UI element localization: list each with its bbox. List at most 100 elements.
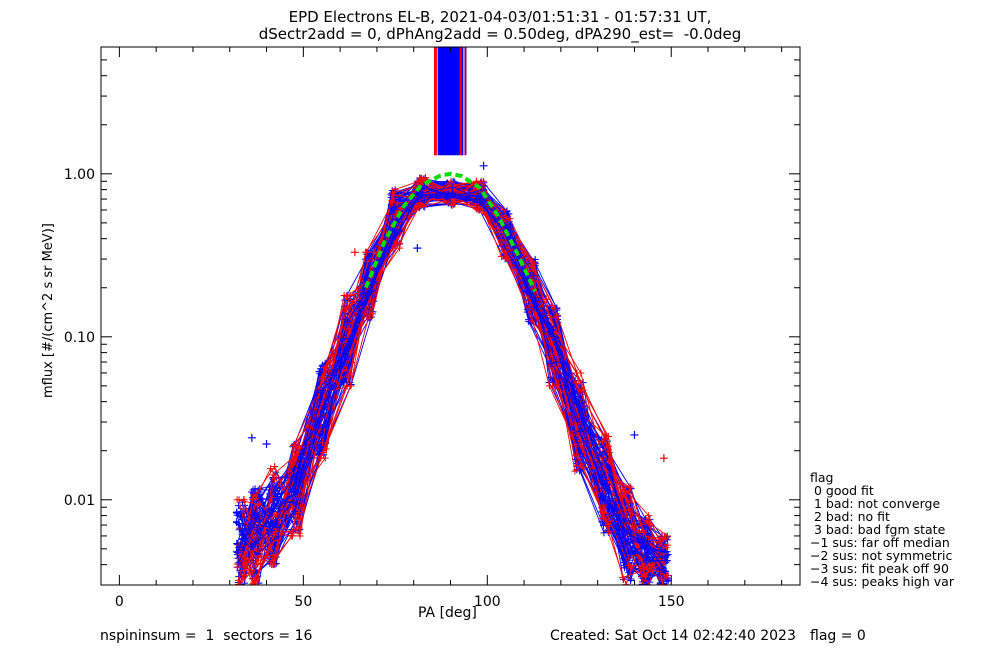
footer-flag: flag = 0 — [810, 628, 866, 644]
red-series-line — [238, 192, 661, 582]
blue-series-line — [244, 188, 661, 584]
data-point — [418, 201, 426, 209]
vertical-bar — [464, 47, 467, 161]
data-point — [621, 499, 629, 507]
data-point — [448, 201, 456, 209]
data-point — [387, 204, 395, 212]
data-point — [296, 532, 304, 540]
legend-item: 2 bad: no fit — [810, 509, 890, 524]
outlier-point — [247, 433, 256, 442]
data-point — [249, 547, 257, 555]
red-series-line — [242, 177, 662, 570]
data-point — [364, 258, 372, 266]
red-series-line — [239, 183, 663, 585]
legend-item: 3 bad: bad fgm state — [810, 522, 946, 537]
data-point — [273, 493, 281, 501]
data-point — [271, 463, 279, 471]
data-point — [394, 228, 402, 236]
data-point — [269, 561, 277, 569]
data-point — [621, 529, 629, 537]
red-series — [239, 177, 672, 584]
data-point — [315, 417, 323, 425]
data-point — [638, 572, 646, 580]
data-point — [315, 450, 323, 458]
data-point — [602, 484, 610, 492]
data-point — [574, 415, 582, 423]
data-point — [235, 576, 243, 584]
data-point — [273, 499, 281, 507]
data-point — [643, 566, 651, 574]
blue-series-line — [239, 187, 661, 585]
data-point — [233, 549, 241, 557]
data-point — [504, 255, 512, 263]
data-point — [601, 495, 609, 503]
data-point — [657, 575, 665, 583]
data-point — [362, 248, 370, 256]
data-point — [576, 427, 584, 435]
data-point — [605, 497, 613, 505]
legend-item: 1 bad: not converge — [810, 496, 941, 511]
data-point — [663, 532, 671, 540]
data-point — [344, 317, 352, 325]
data-point — [267, 465, 275, 473]
x-tick-label: 150 — [658, 594, 685, 610]
data-point — [473, 198, 481, 206]
legend-item: 0 good fit — [810, 483, 874, 498]
data-point — [624, 547, 632, 555]
data-point — [346, 382, 354, 390]
data-point — [367, 313, 375, 321]
blue-series — [238, 181, 671, 583]
data-point — [448, 183, 456, 191]
data-point — [620, 517, 628, 525]
data-point — [318, 439, 326, 447]
x-tick-label: 50 — [294, 594, 312, 610]
data-point — [506, 221, 514, 229]
outlier-point — [659, 454, 668, 463]
data-point — [266, 511, 274, 519]
data-point — [626, 483, 634, 491]
data-point — [340, 349, 348, 357]
data-point — [392, 238, 400, 246]
data-point — [638, 535, 646, 543]
data-point — [239, 546, 247, 554]
data-point — [605, 458, 613, 466]
data-point — [235, 559, 243, 567]
blue-series — [233, 182, 669, 566]
data-point — [659, 579, 667, 585]
data-point — [234, 563, 242, 571]
data-point — [554, 341, 562, 349]
blue-series-line — [242, 181, 663, 580]
data-point — [446, 193, 454, 201]
legend-item: −1 sus: far off median — [810, 535, 950, 550]
outlier-point — [630, 430, 639, 439]
outlier-point — [262, 439, 271, 448]
data-point — [526, 291, 534, 299]
data-point — [295, 508, 303, 516]
data-point — [396, 239, 404, 247]
data-point — [573, 438, 581, 446]
data-point — [659, 580, 667, 585]
data-point — [497, 252, 505, 260]
red-series-line — [243, 183, 664, 585]
data-point — [273, 511, 281, 519]
data-point — [662, 567, 670, 575]
data-point — [271, 474, 279, 482]
data-point — [241, 579, 249, 585]
data-point — [416, 176, 424, 184]
data-point — [548, 326, 556, 334]
data-point — [238, 521, 246, 529]
data-point — [601, 431, 609, 439]
footer-settings: nspininsum = 1 sectors = 16 — [100, 628, 313, 644]
data-point — [598, 515, 606, 523]
red-series — [240, 177, 672, 585]
data-point — [531, 267, 539, 275]
data-point — [321, 454, 329, 462]
blue-series — [240, 190, 664, 574]
data-point — [604, 464, 612, 472]
data-point — [621, 487, 629, 495]
data-point — [343, 353, 351, 361]
data-point — [643, 516, 651, 524]
red-series — [240, 185, 664, 579]
data-point — [549, 382, 557, 390]
